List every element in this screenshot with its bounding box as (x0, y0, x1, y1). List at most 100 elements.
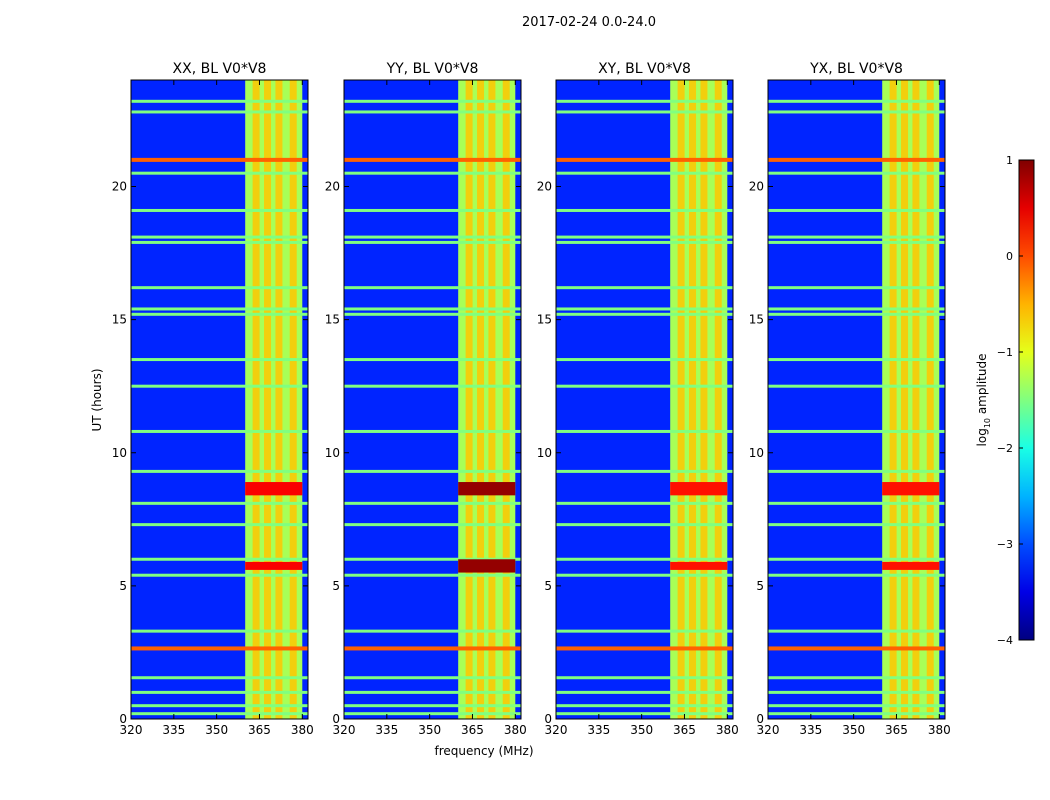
rfi-channel (488, 80, 496, 719)
flagged-row (131, 629, 308, 633)
flagged-row (344, 501, 521, 505)
x-tick-label: 335 (375, 723, 398, 737)
flagged-row (344, 573, 521, 577)
flagged-row (768, 501, 945, 505)
flagged-row (344, 99, 521, 103)
strong-row (344, 157, 521, 162)
panel-2: YY, BL V0*V8 320 335 350 365 380 0 5 10 15 20 (325, 61, 527, 737)
x-tick-label: 365 (673, 723, 696, 737)
rfi-channel (264, 80, 272, 719)
y-tick-label: 5 (756, 579, 764, 593)
y-tick-label: 15 (325, 313, 340, 327)
flagged-row (131, 286, 308, 290)
flagged-row (556, 99, 733, 103)
colorbar-tick-label: −4 (997, 634, 1013, 647)
colorbar-tick-label: −2 (997, 442, 1013, 455)
flagged-row (768, 469, 945, 473)
flagged-row (131, 704, 308, 708)
flagged-row (131, 110, 308, 114)
flagged-row (131, 690, 308, 694)
y-tick-label: 0 (119, 712, 127, 726)
heatmap-area (131, 80, 308, 719)
flagged-row (131, 384, 308, 388)
colorbar-label-log: log (975, 428, 989, 446)
x-tick-label: 320 (545, 723, 568, 737)
flagged-row (131, 557, 308, 561)
flagged-row (344, 240, 521, 244)
panel-title: XX, BL V0*V8 (173, 61, 267, 77)
rfi-channel (689, 80, 697, 719)
x-tick-label: 335 (162, 723, 185, 737)
flagged-row (768, 240, 945, 244)
colorbar-label-rest: amplitude (975, 354, 989, 418)
flagged-row (768, 307, 945, 311)
flagged-row (556, 307, 733, 311)
rfi-channel (926, 80, 934, 719)
flagged-row (344, 690, 521, 694)
y-tick-label: 10 (537, 446, 552, 460)
flagged-row (131, 208, 308, 212)
flagged-row (768, 523, 945, 527)
figure-title: 2017-02-24 0.0-24.0 (522, 15, 656, 30)
flagged-row (768, 704, 945, 708)
rfi-channel (677, 80, 685, 719)
flagged-row (556, 312, 733, 316)
flagged-row (344, 384, 521, 388)
flagged-row (344, 629, 521, 633)
flagged-row (344, 712, 521, 716)
flagged-row (344, 286, 521, 290)
flagged-row (556, 469, 733, 473)
rfi-channel (252, 80, 260, 719)
x-tick-label: 380 (928, 723, 951, 737)
strong-row (131, 646, 308, 651)
flagged-row (556, 429, 733, 433)
flagged-row (556, 358, 733, 362)
y-tick-label: 20 (537, 180, 552, 194)
flagged-row (344, 235, 521, 239)
flagged-row (131, 99, 308, 103)
rfi-channel (477, 80, 485, 719)
panel-frame (555, 79, 734, 720)
strong-row (556, 157, 733, 162)
flagged-row (768, 429, 945, 433)
colorbar-tick-label: 0 (1006, 250, 1013, 263)
flagged-row (768, 235, 945, 239)
bright-event (882, 482, 940, 496)
flagged-row (768, 557, 945, 561)
x-tick-label: 380 (504, 723, 527, 737)
y-tick-label: 15 (749, 313, 764, 327)
flagged-row (344, 676, 521, 680)
x-tick-label: 320 (120, 723, 143, 737)
y-tick-label: 10 (325, 446, 340, 460)
flagged-row (556, 712, 733, 716)
colorbar-tick-label: −3 (997, 538, 1013, 551)
x-tick-label: 335 (587, 723, 610, 737)
y-axis-label: UT (hours) (90, 368, 104, 431)
bright-event (458, 559, 516, 573)
panel-4: YX, BL V0*V8 320 335 350 365 380 0 5 10 15 20 (749, 61, 951, 737)
x-tick-label: 350 (418, 723, 441, 737)
y-tick-label: 20 (325, 180, 340, 194)
bright-event (245, 561, 303, 570)
bright-event (882, 561, 940, 570)
flagged-row (344, 469, 521, 473)
flagged-row (556, 286, 733, 290)
y-tick-label: 20 (749, 180, 764, 194)
flagged-row (556, 629, 733, 633)
heatmap-area (556, 80, 733, 719)
strong-row (556, 646, 733, 651)
flagged-row (768, 384, 945, 388)
x-tick-label: 335 (799, 723, 822, 737)
colorbar-label: log10 amplitude (975, 354, 992, 447)
flagged-row (131, 523, 308, 527)
flagged-row (556, 501, 733, 505)
flagged-row (344, 171, 521, 175)
flagged-row (768, 208, 945, 212)
strong-row (344, 646, 521, 651)
flagged-row (768, 171, 945, 175)
panel-frame (343, 79, 522, 720)
panel-title: XY, BL V0*V8 (598, 61, 691, 77)
strong-row (131, 157, 308, 162)
flagged-row (344, 523, 521, 527)
